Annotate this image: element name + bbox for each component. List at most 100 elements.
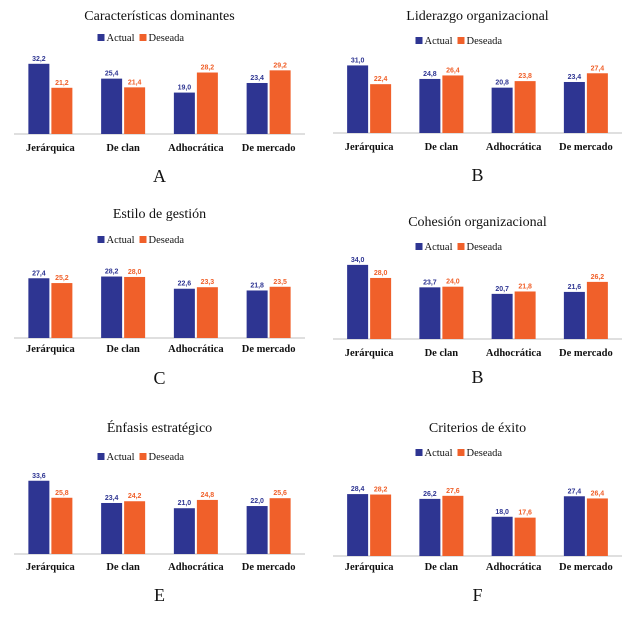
legend-label-actual: Actual — [107, 33, 135, 44]
category-label: Jerárquica — [26, 143, 76, 154]
legend-label-deseada: Deseada — [149, 33, 185, 44]
data-label-actual: 23,4 — [568, 74, 582, 81]
legend-swatch-actual — [415, 243, 423, 250]
data-label-deseada: 28,0 — [128, 269, 142, 276]
bar-deseada — [586, 281, 608, 339]
category-label: De mercado — [242, 143, 296, 154]
bar-deseada — [196, 72, 218, 134]
category-label: De mercado — [559, 562, 613, 573]
bar-actual — [173, 508, 195, 554]
data-label-actual: 34,0 — [351, 257, 365, 264]
bar-deseada — [442, 495, 464, 556]
data-label-actual: 23,7 — [423, 279, 437, 286]
legend-label-actual: Actual — [425, 448, 453, 459]
panel-letter: F — [472, 585, 482, 605]
data-label-actual: 21,8 — [250, 282, 264, 289]
legend-swatch-actual — [415, 449, 423, 456]
category-label: De clan — [425, 142, 459, 153]
chart-title: Liderazgo organizacional — [406, 9, 549, 24]
legend-swatch-deseada — [139, 453, 147, 460]
category-label: Adhocrática — [168, 143, 224, 154]
legend-label-deseada: Deseada — [467, 448, 503, 459]
data-label-deseada: 17,6 — [518, 510, 532, 517]
data-label-actual: 25,4 — [105, 71, 119, 78]
bar-deseada — [269, 498, 291, 554]
category-label: Jerárquica — [345, 348, 395, 359]
data-label-actual: 22,6 — [178, 281, 192, 288]
bar-deseada — [442, 286, 464, 339]
legend-swatch-actual — [97, 34, 105, 41]
bar-actual — [491, 516, 513, 556]
data-label-actual: 32,2 — [32, 56, 46, 63]
data-label-deseada: 28,0 — [374, 270, 388, 277]
category-label: De clan — [106, 562, 140, 573]
category-label: Adhocrática — [486, 142, 542, 153]
legend-swatch-actual — [415, 37, 423, 44]
bar-deseada — [586, 498, 608, 556]
data-label-deseada: 24,2 — [128, 493, 142, 500]
bar-actual — [173, 288, 195, 338]
category-label: De clan — [106, 143, 140, 154]
category-label: Jerárquica — [345, 562, 395, 573]
chart-panel-2: Liderazgo organizacional Actual Deseada 31,… — [333, 9, 622, 185]
bar-actual — [419, 287, 441, 339]
data-label-deseada: 22,4 — [374, 76, 388, 83]
bar-deseada — [124, 276, 146, 338]
data-label-deseada: 21,2 — [55, 80, 69, 87]
bar-deseada — [514, 291, 536, 339]
data-label-actual: 31,0 — [351, 57, 365, 64]
data-label-actual: 27,4 — [568, 488, 582, 495]
data-label-deseada: 25,2 — [55, 275, 69, 282]
bar-deseada — [514, 81, 536, 133]
data-label-actual: 18,0 — [495, 509, 509, 516]
category-label: De clan — [106, 344, 140, 355]
legend-swatch-deseada — [457, 449, 465, 456]
data-label-deseada: 27,6 — [446, 488, 460, 495]
category-label: Jerárquica — [345, 142, 395, 153]
panel-letter: B — [471, 367, 483, 387]
bar-actual — [101, 276, 123, 338]
bar-actual — [347, 65, 369, 133]
chart-panel-3: Estilo de gestión Actual Deseada 27,4 25,2 Je… — [14, 207, 305, 388]
bar-actual — [491, 293, 513, 339]
legend-swatch-deseada — [139, 34, 147, 41]
category-label: De mercado — [242, 344, 296, 355]
data-label-deseada: 23,8 — [518, 73, 532, 80]
chart-panel-5: Énfasis estratégico Actual Deseada 33,6 25,8… — [14, 419, 305, 605]
data-label-deseada: 21,4 — [128, 79, 142, 86]
bar-actual — [246, 290, 268, 338]
bar-deseada — [269, 70, 291, 134]
category-label: Adhocrática — [486, 562, 542, 573]
data-label-deseada: 28,2 — [374, 487, 388, 494]
bar-deseada — [370, 494, 392, 556]
data-label-deseada: 24,0 — [446, 279, 460, 286]
bar-deseada — [124, 501, 146, 554]
legend-label-actual: Actual — [425, 242, 453, 253]
bar-actual — [246, 82, 268, 134]
category-label: Adhocrática — [168, 562, 224, 573]
category-label: De mercado — [242, 562, 296, 573]
data-label-deseada: 25,6 — [273, 490, 287, 497]
category-label: De mercado — [559, 142, 613, 153]
legend-label-deseada: Deseada — [149, 235, 185, 246]
legend-swatch-deseada — [457, 37, 465, 44]
bar-actual — [28, 480, 50, 554]
chart-panel-1: Características dominantes Actual Deseada 3… — [14, 9, 305, 186]
legend-swatch-actual — [97, 453, 105, 460]
data-label-actual: 23,4 — [105, 495, 119, 502]
category-label: Adhocrática — [168, 344, 224, 355]
data-label-deseada: 26,4 — [591, 490, 605, 497]
category-label: Adhocrática — [486, 348, 542, 359]
data-label-actual: 23,4 — [250, 75, 264, 82]
data-label-actual: 20,8 — [495, 80, 509, 87]
bar-actual — [563, 81, 585, 133]
data-label-actual: 22,0 — [250, 498, 264, 505]
panel-letter: C — [153, 368, 165, 388]
data-label-deseada: 29,2 — [273, 62, 287, 69]
category-label: Jerárquica — [26, 344, 76, 355]
bar-deseada — [514, 517, 536, 556]
bar-actual — [563, 291, 585, 339]
legend-label-deseada: Deseada — [149, 452, 185, 463]
data-label-actual: 24,8 — [423, 71, 437, 78]
